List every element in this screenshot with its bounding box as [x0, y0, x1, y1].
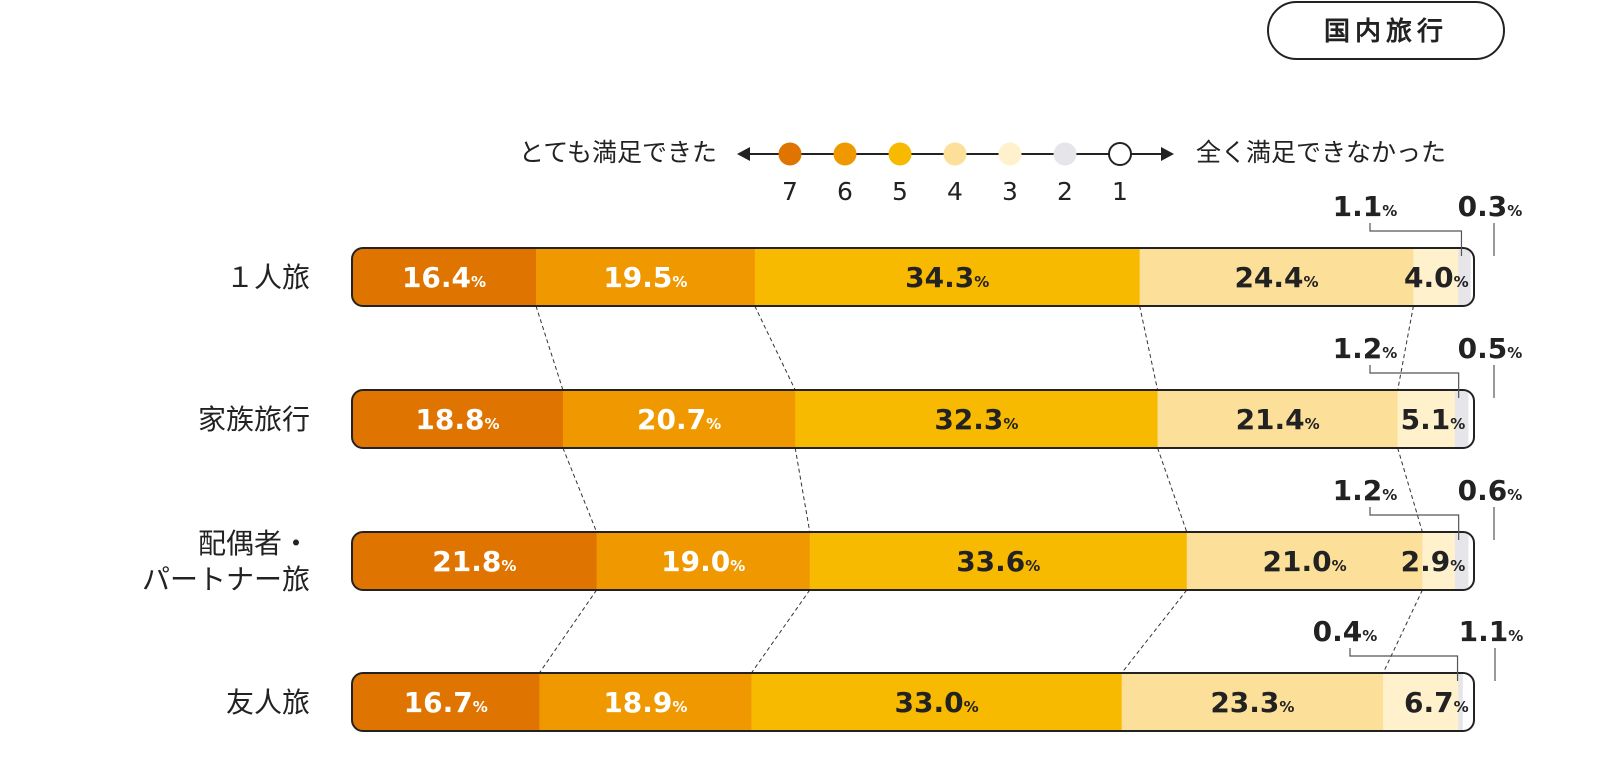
legend-dot-3 — [998, 142, 1022, 166]
legend-dot-6 — [833, 142, 857, 166]
bar-segment-4 — [1121, 673, 1384, 731]
bar-segment-2 — [1458, 248, 1472, 306]
bar-segment-1 — [1468, 532, 1474, 590]
legend-level-2: 2 — [1057, 177, 1073, 206]
category-label: １人旅 — [226, 261, 310, 294]
legend-dot-7 — [778, 142, 802, 166]
bar-segment-4 — [1139, 248, 1414, 306]
bar-segment-6 — [536, 248, 756, 306]
bar-row — [352, 673, 1474, 731]
bar-segment-3 — [1383, 673, 1459, 731]
segment-connector — [562, 447, 598, 533]
legend-level-5: 5 — [892, 177, 908, 206]
bar-segment-6 — [596, 532, 811, 590]
bar-row — [352, 532, 1474, 590]
segment-connector — [1397, 447, 1423, 533]
bar-segment-7 — [352, 532, 598, 590]
bar-segment-7 — [352, 390, 564, 448]
category-label: 配偶者・ — [198, 527, 310, 560]
segment-connector — [1121, 589, 1188, 674]
bar-outline — [351, 672, 1475, 732]
bar-segment-3 — [1397, 390, 1456, 448]
category-label: パートナー旅 — [142, 563, 310, 596]
data-label: 0.5% — [1458, 332, 1523, 365]
segment-connector — [535, 305, 564, 391]
data-label: 1.2% — [1333, 332, 1398, 365]
bar-segment-5 — [754, 248, 1141, 306]
region-badge: 国内旅行 — [1267, 1, 1505, 60]
bar-segment-1 — [1468, 390, 1474, 448]
segment-connector — [794, 447, 811, 533]
legend-level-4: 4 — [947, 177, 963, 206]
bar-segment-6 — [562, 390, 796, 448]
category-label: 友人旅 — [226, 686, 310, 719]
bar-segment-2 — [1454, 532, 1469, 590]
bar-row — [352, 248, 1474, 306]
bar-segment-4 — [1157, 390, 1399, 448]
bar-segment-4 — [1186, 532, 1423, 590]
bar-outline — [351, 247, 1475, 307]
bar-segment-3 — [1422, 532, 1456, 590]
arrow-right-icon — [1161, 147, 1174, 161]
bar-row — [352, 390, 1474, 448]
callout-leader — [1369, 507, 1460, 540]
bar-outline — [351, 531, 1475, 591]
category-label: 家族旅行 — [198, 403, 310, 436]
legend-dot-1 — [1108, 142, 1132, 166]
segment-connector — [1397, 305, 1414, 391]
segment-connector — [1382, 589, 1423, 674]
bar-segment-7 — [352, 248, 537, 306]
bar-segment-6 — [539, 673, 752, 731]
data-label: 0.4% — [1313, 615, 1378, 648]
segment-connector — [751, 589, 811, 674]
bar-segment-1 — [1470, 248, 1474, 306]
callout-leader — [1369, 223, 1463, 256]
segment-connector — [538, 589, 598, 674]
legend-dot-2 — [1053, 142, 1077, 166]
data-label: 1.1% — [1459, 615, 1524, 648]
bar-segment-5 — [795, 390, 1159, 448]
legend-level-6: 6 — [837, 177, 853, 206]
segment-connector — [1157, 447, 1188, 533]
data-label: 1.2% — [1333, 474, 1398, 507]
callout-leader — [1369, 365, 1460, 398]
legend-level-3: 3 — [1002, 177, 1018, 206]
bar-outline — [351, 389, 1475, 449]
segment-connector — [1139, 305, 1159, 391]
badge-label: 国内旅行 — [1324, 16, 1448, 47]
segment-connector — [754, 305, 796, 391]
bar-segment-3 — [1413, 248, 1459, 306]
legend-level-1: 1 — [1112, 177, 1128, 206]
legend-right-label: 全く満足できなかった — [1196, 138, 1446, 167]
bar-segment-5 — [751, 673, 1123, 731]
bar-segment-2 — [1458, 673, 1464, 731]
bar-segment-5 — [809, 532, 1188, 590]
data-label: 21.8% — [432, 545, 516, 578]
bar-segment-2 — [1454, 390, 1469, 448]
callout-leader — [1349, 648, 1459, 681]
data-label: 1.1% — [1333, 190, 1398, 223]
data-label: 0.3% — [1458, 190, 1523, 223]
legend-left-label: とても満足できた — [519, 138, 717, 167]
legend: とても満足できた 全く満足できなかった 7 6 5 4 3 2 1 — [519, 138, 1446, 206]
bar-segment-7 — [352, 673, 540, 731]
bar-segment-1 — [1462, 673, 1474, 731]
data-label: 24.4% — [1234, 261, 1318, 294]
legend-level-7: 7 — [782, 177, 798, 206]
data-label: 0.6% — [1458, 474, 1523, 507]
arrow-left-icon — [737, 147, 750, 161]
legend-dot-4 — [943, 142, 967, 166]
legend-dot-5 — [888, 142, 912, 166]
